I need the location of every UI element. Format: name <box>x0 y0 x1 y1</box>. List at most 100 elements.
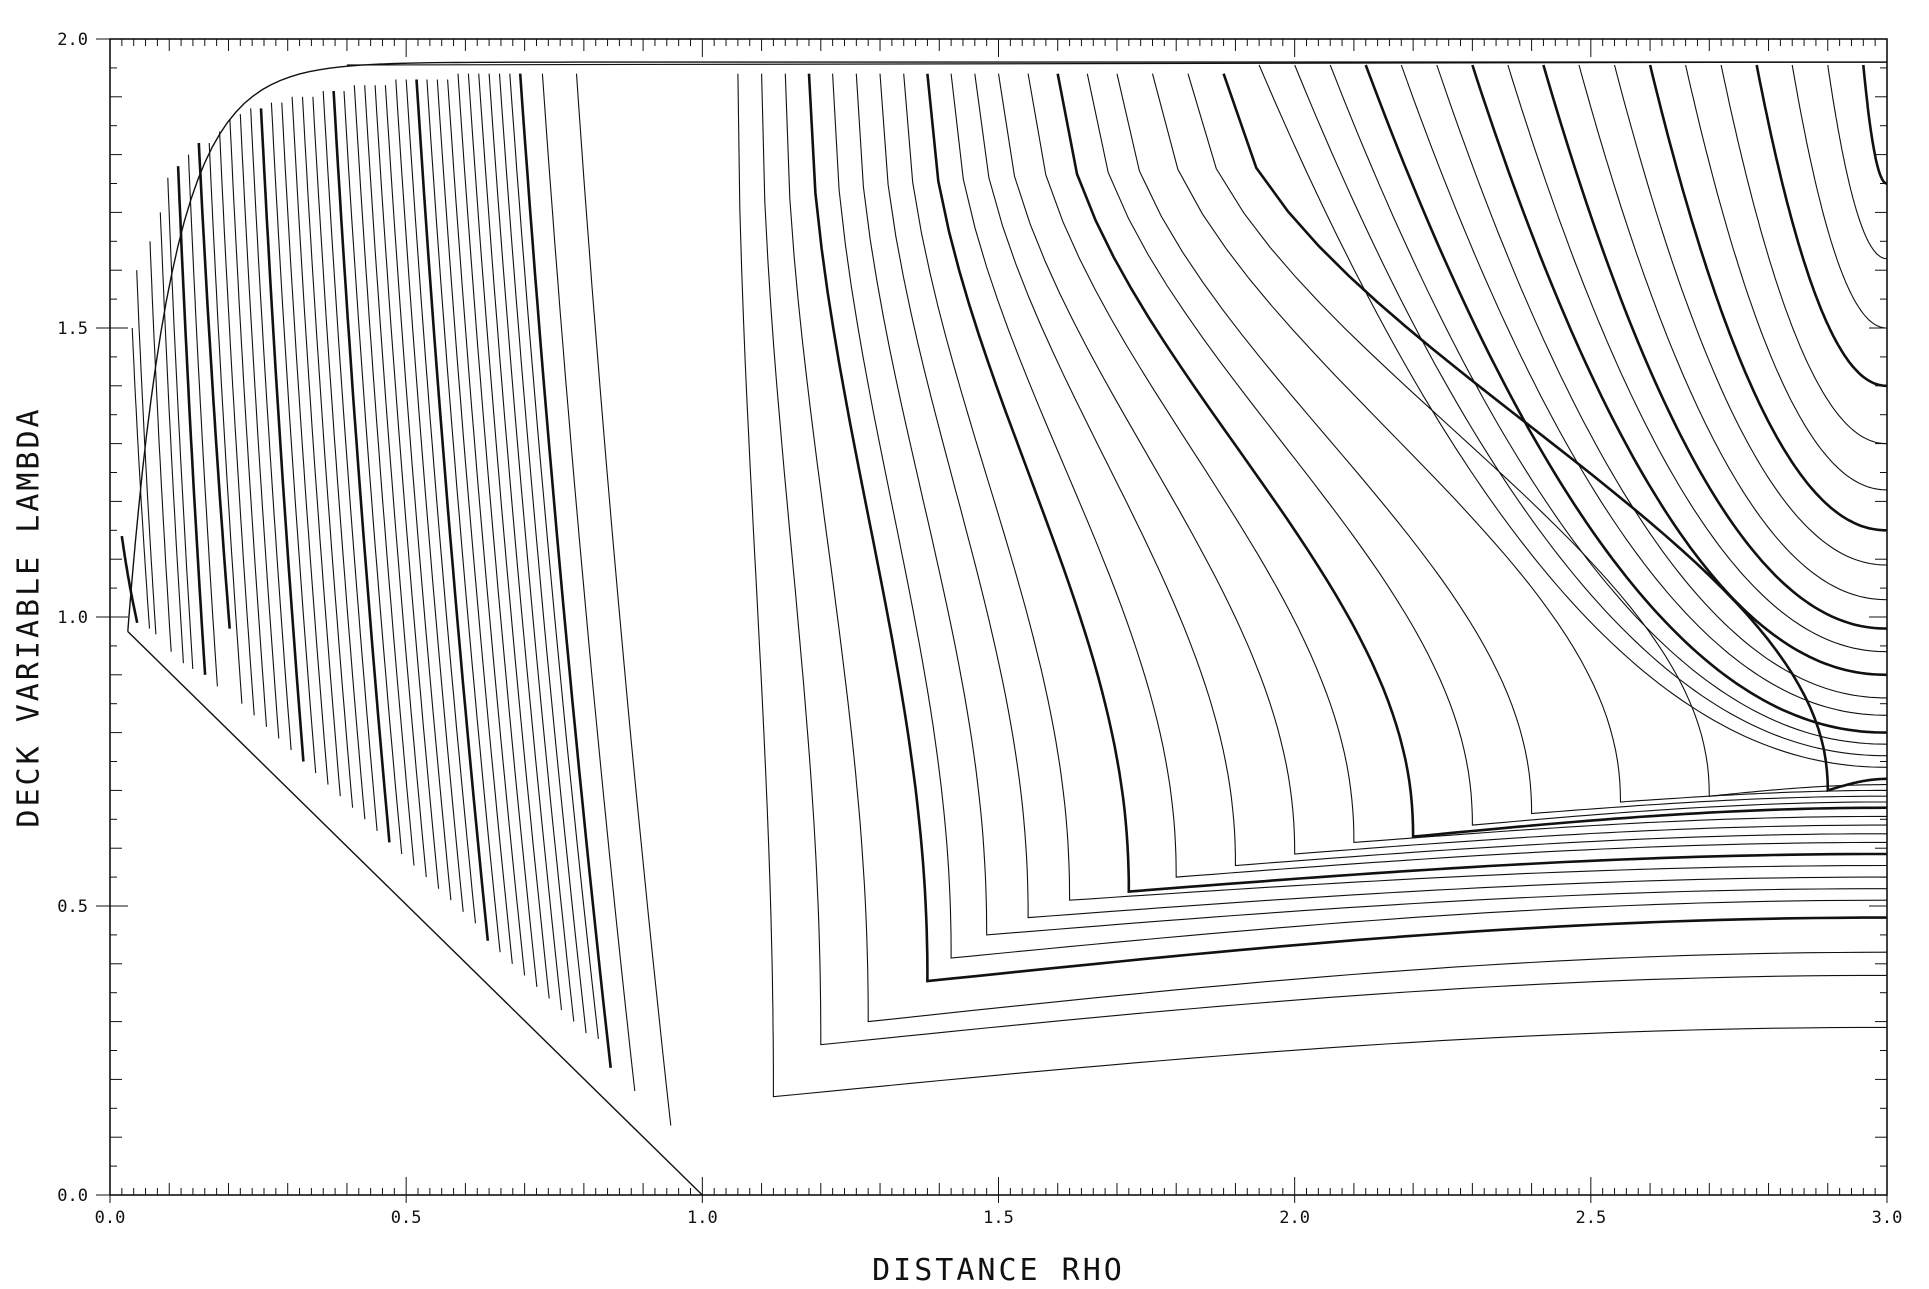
right-family-curve <box>1294 64 1887 757</box>
left-family-curve <box>281 102 329 785</box>
left-family-curve <box>384 85 452 901</box>
y-tick-label: 1.0 <box>57 608 88 628</box>
right-family-curve <box>1151 73 1887 803</box>
left-family-curve <box>187 154 218 687</box>
left-family-curve <box>301 96 354 808</box>
right-family-curve <box>1507 64 1888 653</box>
left-curve-family <box>120 73 672 1126</box>
left-family-curve <box>374 85 440 889</box>
right-family-curve <box>1329 64 1888 745</box>
right-family-curve <box>1755 64 1887 388</box>
left-family-curve <box>136 270 157 635</box>
left-family-curve <box>447 79 526 976</box>
right-curve-family <box>737 64 1888 1098</box>
x-tick-label: 1.5 <box>983 1208 1014 1228</box>
left-family-curve <box>219 131 255 716</box>
left-family-curve <box>426 79 501 953</box>
y-axis-title: DECK VARIABLE LAMBDA <box>12 406 47 827</box>
right-family-curve <box>1578 64 1888 601</box>
left-family-curve <box>131 327 151 629</box>
top-cap-boundary <box>346 61 1888 66</box>
x-tick-labels: 0.0 0.5 1.0 1.5 2.0 2.5 3.0 <box>95 1208 1903 1228</box>
right-family-curve <box>926 73 1887 894</box>
right-family-curve <box>1086 73 1887 826</box>
left-family-curve <box>509 73 599 1039</box>
x-tick-label: 2.0 <box>1279 1208 1310 1228</box>
left-family-curve <box>364 85 427 878</box>
right-family-curve <box>879 73 1887 919</box>
left-family-curve <box>322 90 378 831</box>
right-family-curve <box>1258 64 1888 768</box>
left-family-curve <box>436 79 513 964</box>
right-family-curve <box>1791 64 1887 329</box>
left-family-curve <box>250 108 292 750</box>
y-tick-label: 0.5 <box>57 897 88 917</box>
right-family-curve <box>832 73 1888 959</box>
left-family-curve <box>353 85 415 866</box>
region-boundaries <box>127 61 1888 1196</box>
right-family-curve <box>1436 64 1887 699</box>
right-family-curve <box>903 73 1888 901</box>
right-family-curve <box>974 73 1887 867</box>
left-family-curve <box>488 73 575 1022</box>
right-family-curve <box>950 73 1887 878</box>
left-family-curve <box>239 114 280 739</box>
left-family-curve <box>197 142 231 629</box>
right-family-curve <box>1222 73 1887 793</box>
right-family-curve <box>1056 73 1888 839</box>
right-family-curve <box>1827 64 1887 260</box>
axis-ticks <box>96 38 1888 1203</box>
left-family-curve <box>467 73 550 999</box>
y-tick-label: 0.0 <box>57 1186 88 1206</box>
right-family-curve <box>1542 64 1888 630</box>
x-tick-label: 2.5 <box>1575 1208 1606 1228</box>
right-family-curve <box>1720 64 1887 445</box>
x-axis-title: DISTANCE RHO <box>872 1253 1125 1288</box>
right-family-curve <box>1116 73 1887 815</box>
right-family-curve <box>807 73 1887 983</box>
y-tick-label: 2.0 <box>57 30 88 50</box>
x-tick-label: 1.0 <box>687 1208 718 1228</box>
left-family-curve <box>541 73 636 1092</box>
left-family-curve <box>343 90 403 855</box>
right-family-curve <box>784 73 1888 1023</box>
left-family-curve <box>167 177 194 670</box>
right-family-curve <box>1400 64 1888 716</box>
right-family-curve <box>1027 73 1887 843</box>
right-family-curve <box>1364 64 1888 734</box>
left-family-curve <box>457 73 538 987</box>
upper-envelope-boundary <box>127 61 1887 632</box>
x-tick-label: 0.0 <box>95 1208 126 1228</box>
left-family-curve <box>176 166 207 675</box>
right-family-curve <box>737 73 1887 1098</box>
left-family-curve <box>270 102 317 774</box>
y-tick-labels: 0.0 0.5 1.0 1.5 2.0 <box>57 30 88 1206</box>
left-family-curve <box>498 73 587 1034</box>
left-family-curve <box>415 79 490 941</box>
left-family-curve <box>229 119 268 727</box>
right-family-curve <box>1648 64 1887 532</box>
left-family-curve <box>575 73 672 1126</box>
right-family-curve <box>761 73 1887 1046</box>
y-tick-label: 1.5 <box>57 319 88 339</box>
left-family-curve <box>259 108 305 762</box>
left-family-curve <box>120 535 139 624</box>
x-tick-label: 0.5 <box>391 1208 422 1228</box>
left-family-curve <box>159 212 184 664</box>
right-family-curve <box>1471 64 1888 677</box>
left-family-curve <box>518 73 612 1068</box>
left-family-curve <box>478 73 563 1011</box>
left-family-curve <box>395 79 464 912</box>
left-family-curve <box>332 90 391 843</box>
x-tick-label: 3.0 <box>1872 1208 1903 1228</box>
right-family-curve <box>997 73 1887 855</box>
right-family-curve <box>1862 64 1888 185</box>
lower-diagonal-boundary <box>127 631 703 1196</box>
left-family-curve <box>405 79 477 924</box>
left-family-curve <box>149 241 172 652</box>
right-family-curve <box>1613 64 1888 566</box>
left-family-curve <box>312 96 366 820</box>
left-family-curve <box>208 142 243 704</box>
right-family-curve <box>855 73 1887 936</box>
